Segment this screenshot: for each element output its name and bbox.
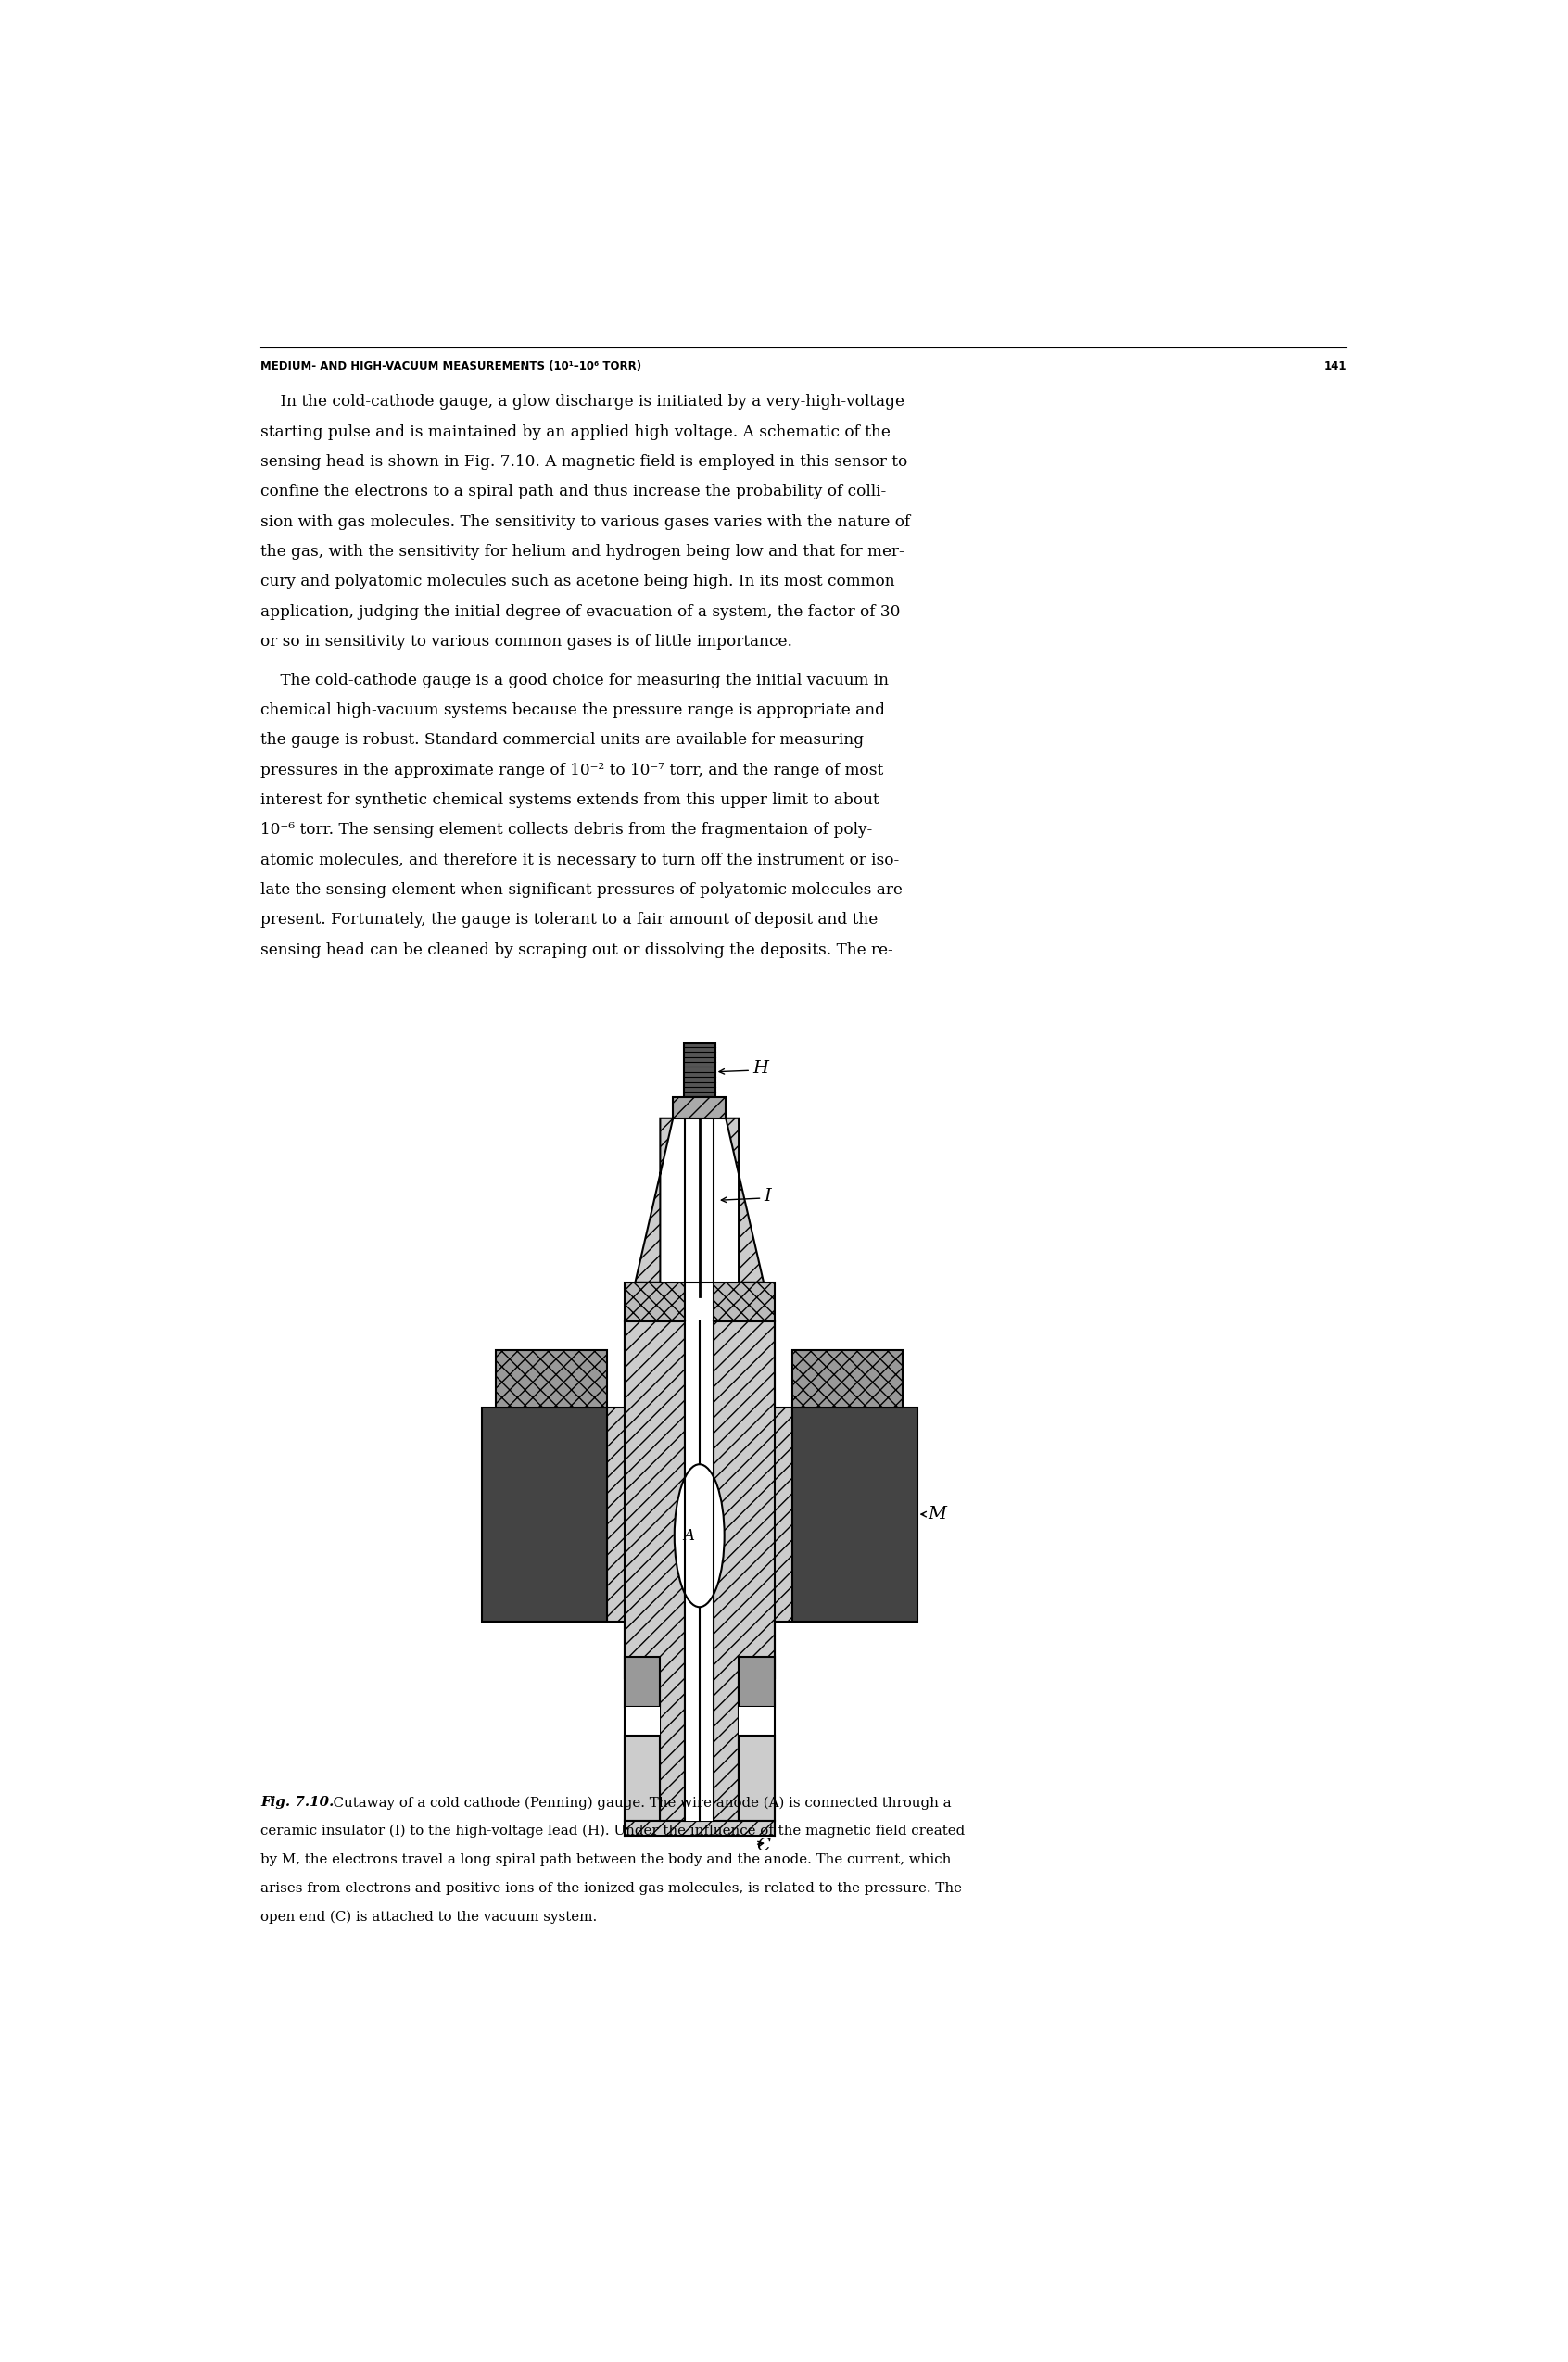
Text: cury and polyatomic molecules such as acetone being high. In its most common: cury and polyatomic molecules such as ac… xyxy=(260,574,895,590)
Bar xyxy=(624,1821,775,1835)
Text: atomic molecules, and therefore it is necessary to turn off the instrument or is: atomic molecules, and therefore it is ne… xyxy=(260,853,900,867)
Text: H: H xyxy=(753,1061,768,1077)
Text: arises from electrons and positive ions of the ionized gas molecules, is related: arises from electrons and positive ions … xyxy=(260,1883,963,1894)
Text: present. Fortunately, the gauge is tolerant to a fair amount of deposit and the: present. Fortunately, the gauge is toler… xyxy=(260,912,878,928)
Bar xyxy=(739,1708,775,1736)
Text: or so in sensitivity to various common gases is of little importance.: or so in sensitivity to various common g… xyxy=(260,633,792,650)
Text: open end (C) is attached to the vacuum system.: open end (C) is attached to the vacuum s… xyxy=(260,1911,597,1923)
Text: ceramic insulator (I) to the high-voltage lead (H). Under the influence of the m: ceramic insulator (I) to the high-voltag… xyxy=(260,1823,966,1838)
Text: application, judging the initial degree of evacuation of a system, the factor of: application, judging the initial degree … xyxy=(260,605,900,619)
Bar xyxy=(624,1821,775,1835)
Bar xyxy=(792,1408,917,1620)
Text: sensing head can be cleaned by scraping out or dissolving the deposits. The re-: sensing head can be cleaned by scraping … xyxy=(260,942,894,957)
Text: I: I xyxy=(764,1188,771,1205)
Text: the gauge is robust. Standard commercial units are available for measuring: the gauge is robust. Standard commercial… xyxy=(260,732,864,749)
Text: interest for synthetic chemical systems extends from this upper limit to about: interest for synthetic chemical systems … xyxy=(260,791,880,808)
Polygon shape xyxy=(726,1117,764,1283)
Text: sion with gas molecules. The sensitivity to various gases varies with the nature: sion with gas molecules. The sensitivity… xyxy=(260,515,911,529)
Bar xyxy=(792,1351,903,1408)
Text: by M, the electrons travel a long spiral path between the body and the anode. Th: by M, the electrons travel a long spiral… xyxy=(260,1854,952,1866)
Bar xyxy=(481,1408,607,1620)
Bar xyxy=(624,1708,660,1736)
Text: C: C xyxy=(756,1838,770,1854)
Bar xyxy=(673,1096,726,1117)
Bar xyxy=(495,1351,607,1408)
Text: 141: 141 xyxy=(1323,361,1347,373)
Bar xyxy=(495,1351,607,1408)
Bar xyxy=(739,1736,775,1821)
Text: chemical high-vacuum systems because the pressure range is appropriate and: chemical high-vacuum systems because the… xyxy=(260,702,886,718)
Text: confine the electrons to a spiral path and thus increase the probability of coll: confine the electrons to a spiral path a… xyxy=(260,484,886,501)
Text: M: M xyxy=(928,1507,947,1523)
Bar xyxy=(624,1658,660,1708)
Bar xyxy=(684,1044,715,1096)
Bar xyxy=(739,1658,775,1708)
Text: The cold-cathode gauge is a good choice for measuring the initial vacuum in: The cold-cathode gauge is a good choice … xyxy=(260,673,889,687)
Bar xyxy=(792,1351,903,1408)
Bar xyxy=(713,1283,775,1323)
Text: starting pulse and is maintained by an applied high voltage. A schematic of the: starting pulse and is maintained by an a… xyxy=(260,425,891,439)
Polygon shape xyxy=(635,1117,673,1283)
Text: MEDIUM- AND HIGH-VACUUM MEASUREMENTS (10¹–10⁶ TORR): MEDIUM- AND HIGH-VACUUM MEASUREMENTS (10… xyxy=(260,361,641,373)
Bar xyxy=(624,1736,660,1821)
Bar xyxy=(673,1096,726,1117)
Text: Cutaway of a cold cathode (Penning) gauge. The wire anode (A) is connected throu: Cutaway of a cold cathode (Penning) gaug… xyxy=(325,1795,952,1809)
Ellipse shape xyxy=(674,1464,724,1606)
Text: late the sensing element when significant pressures of polyatomic molecules are: late the sensing element when significan… xyxy=(260,881,903,898)
Text: pressures in the approximate range of 10⁻² to 10⁻⁷ torr, and the range of most: pressures in the approximate range of 10… xyxy=(260,763,883,777)
Polygon shape xyxy=(607,1323,685,1821)
Bar xyxy=(713,1283,775,1323)
Polygon shape xyxy=(713,1323,792,1821)
Text: 10⁻⁶ torr. The sensing element collects debris from the fragmentaion of poly-: 10⁻⁶ torr. The sensing element collects … xyxy=(260,822,872,839)
Text: In the cold-cathode gauge, a glow discharge is initiated by a very-high-voltage: In the cold-cathode gauge, a glow discha… xyxy=(260,394,905,409)
Text: A: A xyxy=(684,1528,695,1542)
Bar xyxy=(685,1323,713,1821)
Text: sensing head is shown in Fig. 7.10. A magnetic field is employed in this sensor : sensing head is shown in Fig. 7.10. A ma… xyxy=(260,454,908,470)
Text: the gas, with the sensitivity for helium and hydrogen being low and that for mer: the gas, with the sensitivity for helium… xyxy=(260,543,905,560)
Bar xyxy=(624,1283,685,1323)
Bar xyxy=(624,1283,685,1323)
Bar xyxy=(685,1117,713,1283)
Text: Fig. 7.10.: Fig. 7.10. xyxy=(260,1795,334,1809)
